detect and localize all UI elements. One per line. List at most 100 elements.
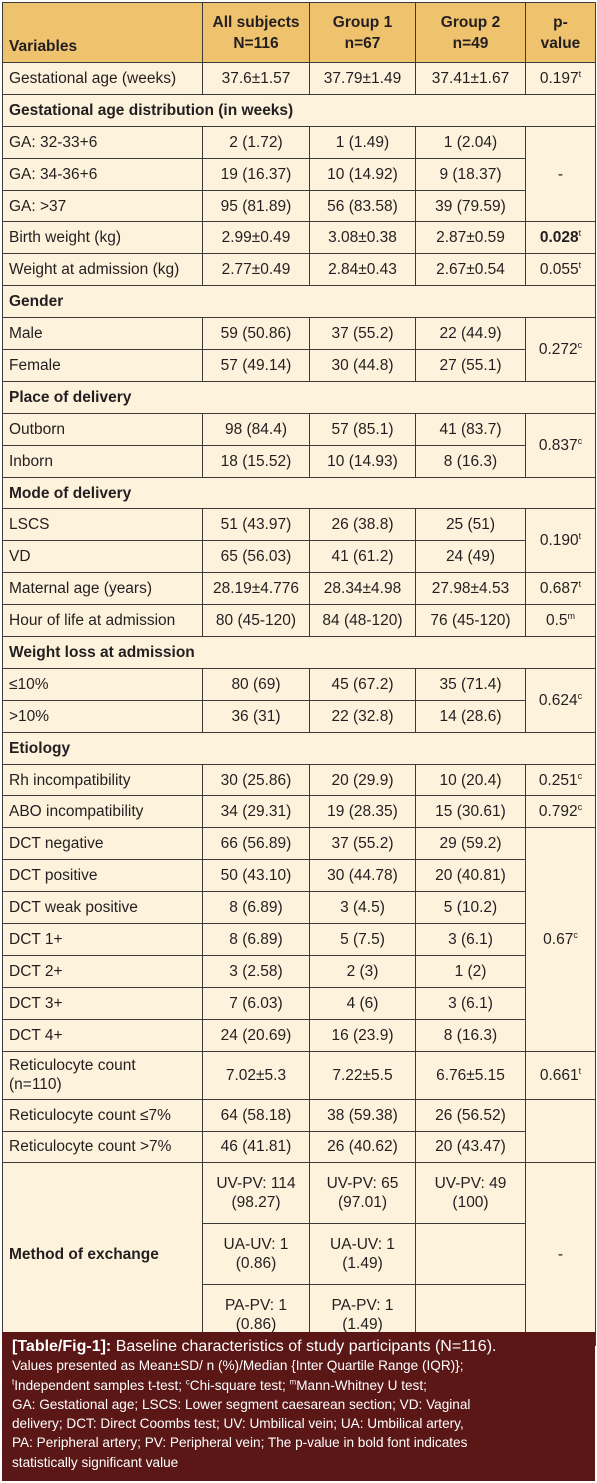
cell-p: 0.251c <box>525 763 596 797</box>
cell-p: 0.190t <box>525 508 596 574</box>
caption-line: GA: Gestational age; LSCS: Lower segment… <box>12 1396 471 1412</box>
cell-all: 37.6±1.57 <box>202 62 310 95</box>
cell-group1: 20 (29.9) <box>309 763 416 797</box>
row-label: GA: 34-36+6 <box>2 157 203 191</box>
cell-group1: 3 (4.5) <box>309 891 416 925</box>
cell-group2: 8 (16.3) <box>415 444 526 478</box>
cell-group2: 2.87±0.59 <box>415 221 526 255</box>
row-label: Reticulocyte count (n=110) <box>2 1050 203 1100</box>
cell-all: 7 (6.03) <box>202 986 310 1020</box>
row-label: Gestational age (weeks) <box>2 62 203 95</box>
cell-group2: 27.98±4.53 <box>415 572 526 606</box>
row-label: >10% <box>2 699 203 733</box>
cell-all: 19 (16.37) <box>202 157 310 191</box>
caption-line: PA: Peripheral artery; PV: Peripheral ve… <box>12 1435 468 1451</box>
cell-group2-empty <box>415 1223 526 1286</box>
cell-group2: UV-PV: 49 (100) <box>415 1162 526 1225</box>
cell-group1: 30 (44.8) <box>309 349 416 382</box>
cell-all: 66 (56.89) <box>202 827 310 861</box>
row-label: ≤10% <box>2 667 203 701</box>
cell-p: 0.687t <box>525 572 596 606</box>
cell-all: 50 (43.10) <box>202 859 310 893</box>
table-row: Reticulocyte count ≤7% 64 (58.18) 38 (59… <box>2 1098 596 1164</box>
section-row: Gestational age distribution (in weeks) <box>2 93 596 127</box>
cell-p: 0.197t <box>525 62 596 95</box>
cell-group1: UV-PV: 65 (97.01) <box>309 1162 416 1225</box>
cell-group1: 7.22±5.5 <box>309 1050 416 1100</box>
row-label: DCT negative <box>2 827 203 861</box>
cell-all: 18 (15.52) <box>202 444 310 478</box>
table-row: Outborn 98 (84.4) 57 (85.1) 41 (83.7) 0.… <box>2 412 596 478</box>
row-label: ABO incompatibility <box>2 795 203 829</box>
cell-group1: 1 (1.49) <box>309 125 416 159</box>
row-label: DCT 2+ <box>2 954 203 988</box>
section-row: Etiology <box>2 731 596 765</box>
cell-all: 98 (84.4) <box>202 412 310 446</box>
cell-group1: 2.84±0.43 <box>309 253 416 287</box>
row-label: DCT positive <box>2 859 203 893</box>
table-row: DCT 2+ 3 (2.58) 2 (3) 1 (2) <box>2 954 596 988</box>
cell-group1: 84 (48-120) <box>309 604 416 638</box>
cell-p: 0.055t <box>525 253 596 287</box>
cell-group2: 37.41±1.67 <box>415 62 526 95</box>
cell-group1: 41 (61.2) <box>309 540 416 574</box>
cell-group2: 41 (83.7) <box>415 412 526 446</box>
cell-all: 30 (25.86) <box>202 763 310 797</box>
cell-group2: 24 (49) <box>415 540 526 574</box>
row-label: GA: >37 <box>2 189 203 223</box>
table-row: Reticulocyte count (n=110) 7.02±5.3 7.22±… <box>2 1050 596 1100</box>
cell-group2: 20 (43.47) <box>415 1130 526 1164</box>
row-label: Hour of life at admission <box>2 604 203 638</box>
cell-group2: 1 (2) <box>415 954 526 988</box>
cell-group2: 27 (55.1) <box>415 349 526 382</box>
cell-p: 0.837c <box>525 412 596 478</box>
cell-group2: 14 (28.6) <box>415 699 526 733</box>
cell-all: 28.19±4.776 <box>202 572 310 606</box>
table-row: ≤10% 80 (69) 45 (67.2) 35 (71.4) 0.624c <box>2 667 596 733</box>
section-title: Gestational age distribution (in weeks) <box>2 93 596 127</box>
section-row: Place of delivery <box>2 380 596 414</box>
caption-line: tIndependent samples t-test; cChi-square… <box>12 1377 427 1393</box>
table-row: Birth weight (kg) 2.99±0.49 3.08±0.38 2.… <box>2 221 596 255</box>
cell-group1: UA-UV: 1 (1.49) <box>309 1223 416 1286</box>
cell-group1: 37.79±1.49 <box>309 62 416 95</box>
cell-group1: 2 (3) <box>309 954 416 988</box>
table-row: >10% 36 (31) 22 (32.8) 14 (28.6) <box>2 699 596 733</box>
row-label: DCT weak positive <box>2 891 203 925</box>
cell-group1: 28.34±4.98 <box>309 572 416 606</box>
cell-group1: 26 (38.8) <box>309 508 416 542</box>
table-row: ABO incompatibility 34 (29.31) 19 (28.35… <box>2 795 596 829</box>
cell-p: - <box>525 1162 596 1347</box>
table-row: Hour of life at admission 80 (45-120) 84… <box>2 604 596 638</box>
cell-all: 46 (41.81) <box>202 1130 310 1164</box>
cell-all: 65 (56.03) <box>202 540 310 574</box>
cell-group1: 38 (59.38) <box>309 1098 416 1132</box>
cell-all: 2.99±0.49 <box>202 221 310 255</box>
cell-group2: 22 (44.9) <box>415 317 526 351</box>
cell-group2: 20 (40.81) <box>415 859 526 893</box>
table-row: Male 59 (50.86) 37 (55.2) 22 (44.9) 0.27… <box>2 317 596 382</box>
cell-group2: 26 (56.52) <box>415 1098 526 1132</box>
cell-group1: 10 (14.92) <box>309 157 416 191</box>
row-label: Reticulocyte count >7% <box>2 1130 203 1164</box>
table-row: GA: >37 95 (81.89) 56 (83.58) 39 (79.59) <box>2 189 596 223</box>
table-row: Gestational age (weeks) 37.6±1.57 37.79±… <box>2 62 596 95</box>
cell-all: 59 (50.86) <box>202 317 310 351</box>
section-row: Weight loss at admission <box>2 636 596 669</box>
table-row: DCT 3+ 7 (6.03) 4 (6) 3 (6.1) <box>2 986 596 1020</box>
cell-all: 51 (43.97) <box>202 508 310 542</box>
cell-group2: 2.67±0.54 <box>415 253 526 287</box>
cell-group1: 22 (32.8) <box>309 699 416 733</box>
row-label: VD <box>2 540 203 574</box>
cell-group2: 10 (20.4) <box>415 763 526 797</box>
cell-p-empty <box>525 1098 596 1164</box>
table-row: Maternal age (years) 28.19±4.776 28.34±4… <box>2 572 596 606</box>
cell-group1: 10 (14.93) <box>309 444 416 478</box>
cell-p: 0.661t <box>525 1050 596 1100</box>
table-caption: [Table/Fig-1]: Baseline characteristics … <box>2 1332 595 1481</box>
cell-p: 0.624c <box>525 667 596 733</box>
table-row: Reticulocyte count >7% 46 (41.81) 26 (40… <box>2 1130 596 1164</box>
cell-all: 80 (45-120) <box>202 604 310 638</box>
section-row: Mode of delivery <box>2 476 596 510</box>
